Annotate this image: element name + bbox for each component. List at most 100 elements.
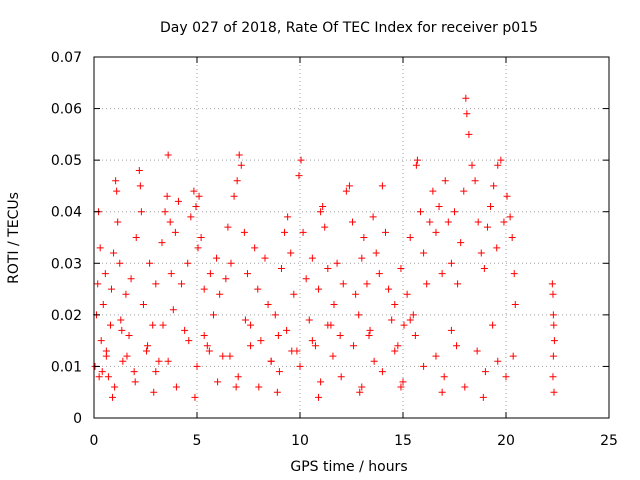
data-point: [339, 280, 347, 288]
data-point: [150, 388, 158, 396]
data-point: [277, 264, 285, 272]
data-point: [315, 285, 323, 293]
data-point: [131, 378, 139, 386]
data-point: [406, 316, 414, 324]
x-tick-label: 10: [291, 433, 309, 449]
data-point: [226, 352, 234, 360]
data-point: [493, 244, 501, 252]
data-point: [432, 228, 440, 236]
data-point: [441, 177, 449, 185]
data-point: [438, 388, 446, 396]
data-point: [146, 259, 154, 267]
data-point: [135, 166, 143, 174]
data-point: [273, 388, 281, 396]
data-point: [378, 182, 386, 190]
data-point: [356, 388, 364, 396]
data-point: [125, 331, 133, 339]
data-point: [230, 192, 238, 200]
y-tick-label: 0.01: [51, 359, 82, 375]
data-point: [497, 156, 505, 164]
data-point: [440, 373, 448, 381]
grid-lines: [94, 57, 609, 418]
data-point: [163, 192, 171, 200]
data-point: [178, 280, 186, 288]
data-point: [94, 280, 102, 288]
data-point: [164, 151, 172, 159]
data-point: [158, 239, 166, 247]
data-point: [375, 270, 383, 278]
data-point: [137, 208, 145, 216]
data-point: [119, 357, 127, 365]
x-tick-label: 15: [394, 433, 412, 449]
data-point: [447, 259, 455, 267]
data-point: [237, 161, 245, 169]
data-point: [369, 213, 377, 221]
data-point: [349, 218, 357, 226]
data-point: [161, 208, 169, 216]
data-point: [479, 393, 487, 401]
data-point: [193, 362, 201, 370]
data-point: [254, 285, 262, 293]
data-point: [366, 326, 374, 334]
data-point: [319, 203, 327, 211]
data-point: [435, 203, 443, 211]
x-tick-label: 5: [193, 433, 202, 449]
data-point: [247, 321, 255, 329]
data-point: [130, 368, 138, 376]
data-point: [243, 270, 251, 278]
data-point: [511, 301, 519, 309]
plot-frame: [93, 56, 610, 419]
data-point: [290, 290, 298, 298]
data-point: [426, 218, 434, 226]
data-point: [308, 254, 316, 262]
y-tick-label: 0: [73, 411, 82, 427]
data-point: [166, 218, 174, 226]
data-point: [438, 270, 446, 278]
data-point: [468, 161, 476, 169]
data-point: [251, 244, 259, 252]
data-point: [454, 280, 462, 288]
data-point: [549, 290, 557, 298]
data-point: [216, 290, 224, 298]
data-point: [241, 316, 249, 324]
data-point: [106, 321, 114, 329]
data-point: [308, 337, 316, 345]
data-point: [508, 234, 516, 241]
data-point: [155, 357, 163, 365]
data-point: [370, 357, 378, 365]
data-point: [234, 373, 242, 381]
data-point: [474, 218, 482, 226]
data-point: [363, 280, 371, 288]
data-point: [500, 218, 508, 226]
x-tick-label: 20: [497, 433, 515, 449]
data-point: [235, 151, 243, 159]
y-tick-label: 0.07: [51, 50, 82, 66]
y-tick-label: 0.04: [51, 205, 82, 221]
data-point: [399, 378, 407, 386]
data-point: [388, 316, 396, 324]
data-point: [411, 331, 419, 339]
data-point: [391, 347, 399, 355]
data-point: [247, 342, 255, 350]
data-point: [365, 331, 373, 339]
data-point: [118, 326, 126, 334]
data-point: [101, 270, 109, 278]
data-point: [184, 259, 192, 267]
data-point: [378, 368, 386, 376]
data-point: [457, 239, 465, 247]
data-point: [167, 270, 175, 278]
data-point: [360, 234, 368, 241]
data-point: [333, 259, 341, 267]
data-point: [394, 342, 402, 350]
data-point: [222, 275, 230, 283]
data-point: [264, 301, 272, 309]
data-point: [549, 311, 557, 319]
data-point: [391, 301, 399, 309]
data-point: [240, 228, 248, 236]
data-point: [205, 347, 213, 355]
data-point: [116, 259, 124, 267]
data-point: [490, 182, 498, 190]
data-point: [550, 388, 558, 396]
data-point: [549, 352, 557, 360]
